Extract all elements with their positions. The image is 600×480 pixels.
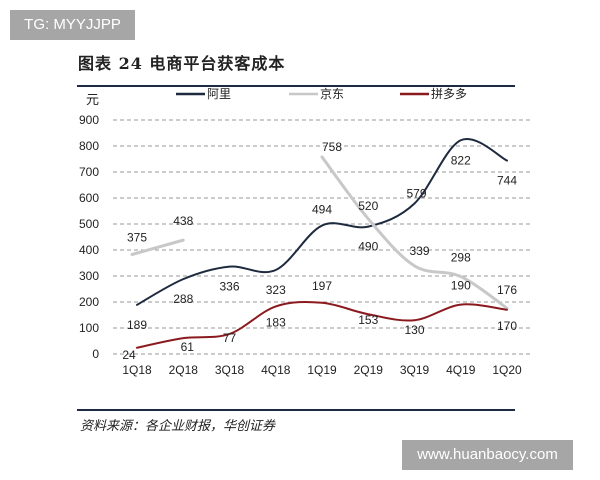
y-tick-label: 800 xyxy=(79,139,99,153)
x-tick-label: 1Q20 xyxy=(492,363,522,377)
y-tick-label: 100 xyxy=(79,321,99,335)
data-label-alibaba: 490 xyxy=(358,240,378,254)
data-label-jd: 176 xyxy=(497,283,517,297)
data-label-jd: 438 xyxy=(173,214,193,228)
source-divider xyxy=(77,409,515,411)
x-tick-label: 1Q19 xyxy=(307,363,337,377)
y-axis-unit: 元 xyxy=(86,92,99,107)
source-note: 资料来源：各企业财报，华创证券 xyxy=(80,419,276,434)
series-line-jd xyxy=(130,238,185,256)
y-tick-label: 700 xyxy=(79,165,99,179)
data-label-pinduoduo: 190 xyxy=(451,279,471,293)
series-line-jd xyxy=(320,155,509,310)
data-label-pinduoduo: 24 xyxy=(122,348,136,362)
y-tick-label: 300 xyxy=(79,269,99,283)
data-label-pinduoduo: 130 xyxy=(404,323,424,337)
x-tick-label: 2Q19 xyxy=(354,363,384,377)
data-label-pinduoduo: 77 xyxy=(223,331,237,345)
data-label-alibaba: 494 xyxy=(312,203,332,217)
y-tick-label: 0 xyxy=(92,347,99,361)
data-label-jd: 298 xyxy=(451,251,471,265)
data-label-pinduoduo: 197 xyxy=(312,279,332,293)
data-label-jd: 339 xyxy=(409,244,429,258)
data-label-alibaba: 744 xyxy=(497,174,517,188)
data-label-pinduoduo: 183 xyxy=(266,315,286,329)
data-label-alibaba: 288 xyxy=(173,292,193,306)
data-label-jd: 520 xyxy=(358,199,378,213)
x-tick-label: 4Q18 xyxy=(261,363,291,377)
x-tick-label: 4Q19 xyxy=(446,363,476,377)
legend-label-jd: 京东 xyxy=(320,87,344,101)
legend-label-pinduoduo: 拼多多 xyxy=(431,87,467,101)
series-line-alibaba xyxy=(136,137,508,306)
watermark-bottom: www.huanbaocy.com xyxy=(402,440,573,470)
watermark-top: TG: MYYJJPP xyxy=(10,10,135,40)
data-label-jd: 375 xyxy=(127,231,147,245)
y-tick-label: 500 xyxy=(79,217,99,231)
data-label-alibaba: 189 xyxy=(127,318,147,332)
x-tick-label: 3Q18 xyxy=(215,363,245,377)
data-label-alibaba: 336 xyxy=(219,280,239,294)
title-divider xyxy=(77,85,515,87)
data-label-pinduoduo: 61 xyxy=(181,340,195,354)
legend-label-alibaba: 阿里 xyxy=(207,87,231,101)
series-line-pinduoduo xyxy=(136,300,508,349)
data-label-pinduoduo: 153 xyxy=(358,313,378,327)
y-tick-label: 900 xyxy=(79,113,99,127)
data-label-jd: 758 xyxy=(322,140,342,154)
data-label-alibaba: 822 xyxy=(451,153,471,167)
chart-title: 图表 24 电商平台获客成本 xyxy=(78,54,286,73)
y-tick-label: 200 xyxy=(79,295,99,309)
data-label-alibaba: 323 xyxy=(266,283,286,297)
x-tick-label: 3Q19 xyxy=(400,363,430,377)
y-tick-label: 400 xyxy=(79,243,99,257)
y-tick-label: 600 xyxy=(79,191,99,205)
data-label-pinduoduo: 170 xyxy=(497,319,517,333)
x-tick-label: 2Q18 xyxy=(169,363,199,377)
data-label-alibaba: 579 xyxy=(406,186,426,200)
x-tick-label: 1Q18 xyxy=(122,363,152,377)
